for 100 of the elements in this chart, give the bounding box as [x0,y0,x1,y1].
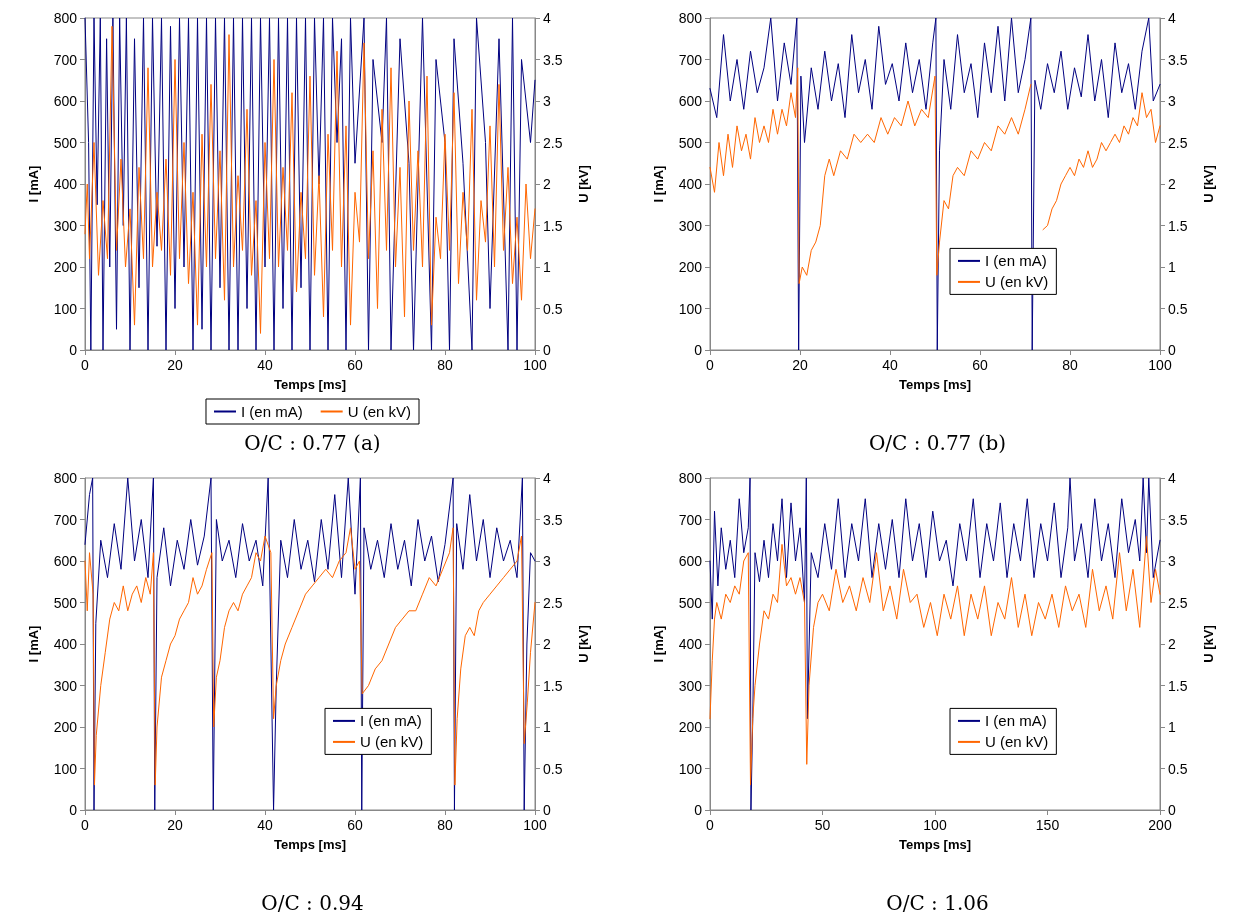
legend-label: I (en mA) [985,712,1047,730]
y-tick-label: 300 [53,217,78,234]
x-tick-label: 20 [167,817,183,833]
y-tick-label: 400 [53,636,78,652]
y2-tick-label: 0 [543,342,551,358]
y2-tick-label: 2 [1168,176,1176,192]
y2-tick-label: 3.5 [543,51,563,68]
legend-label: U (en kV) [347,403,412,420]
y-tick-label: 100 [678,300,703,317]
y-tick-label: 400 [53,176,78,192]
y2-tick-label: 3.5 [543,511,563,528]
y-tick-label: 100 [53,300,78,317]
y2-tick-label: 3 [1168,93,1176,109]
x-tick-label: 80 [1062,357,1078,373]
x-axis-title: Temps [ms] [899,837,971,852]
x-tick-label: 0 [81,357,90,373]
y-tick-label: 0 [69,802,78,818]
y2-tick-label: 3 [543,93,551,109]
text: O/C : 0.77 (b) [868,431,1007,455]
x-tick-label: 20 [792,357,808,373]
y2-tick-label: 4 [1168,10,1176,26]
y2-tick-label: 2.5 [1168,594,1188,611]
y2-tick-label: 0 [1168,342,1176,358]
x-tick-label: 100 [523,817,547,833]
x-tick-label: 100 [923,817,947,833]
y-tick-label: 400 [678,176,703,192]
text: O/C : 0.94 [261,891,364,915]
y2-axis-title: U [kV] [576,165,591,203]
y2-tick-label: 1.5 [543,217,563,234]
y-tick-label: 200 [53,259,78,275]
legend-label: U (en kV) [360,733,424,751]
y-tick-label: 300 [678,677,703,694]
y-tick-label: 500 [678,134,703,151]
line-series [84,527,536,786]
y-tick-label: 600 [53,553,78,569]
y-tick-label: 500 [53,594,78,611]
y-axis-title: I [mA] [651,625,666,663]
x-tick-label: 100 [1148,357,1172,373]
y2-tick-label: 0.5 [543,300,563,317]
x-tick-label: 0 [706,817,715,833]
y-tick-label: 200 [53,719,78,735]
x-tick-label: 100 [523,357,547,373]
y2-tick-label: 3 [1168,553,1176,569]
y2-tick-label: 2 [543,636,551,652]
y-tick-label: 0 [694,802,703,818]
y-tick-label: 300 [53,677,78,694]
y-tick-label: 500 [678,594,703,611]
line-series [709,535,1161,786]
y-tick-label: 100 [678,760,703,777]
y2-tick-label: 3.5 [1168,511,1188,528]
y-tick-label: 800 [53,470,78,486]
y-tick-label: 0 [694,342,703,358]
y-tick-label: 600 [678,553,703,569]
y-tick-label: 800 [678,470,703,486]
y2-tick-label: 3.5 [1168,51,1188,68]
y2-tick-label: 2.5 [543,594,563,611]
y2-tick-label: 0.5 [1168,760,1188,777]
x-tick-label: 0 [706,357,715,373]
x-tick-label: 0 [81,817,90,833]
y2-axis-title: U [kV] [1201,625,1216,663]
legend-label: I (en mA) [360,712,422,730]
y2-tick-label: 0.5 [1168,300,1188,317]
y2-tick-label: 1.5 [1168,677,1188,694]
y2-axis-title: U [kV] [576,625,591,663]
y-tick-label: 600 [53,93,78,109]
y2-tick-label: 1.5 [543,677,563,694]
legend-label: I (en mA) [985,252,1047,270]
y-tick-label: 300 [678,217,703,234]
y2-tick-label: 3 [543,553,551,569]
y-tick-label: 600 [678,93,703,109]
x-tick-label: 40 [882,357,898,373]
y-tick-label: 700 [53,51,78,68]
y-tick-label: 800 [678,10,703,26]
y2-tick-label: 0.5 [543,760,563,777]
y-tick-label: 500 [53,134,78,151]
y2-tick-label: 2 [543,176,551,192]
y-tick-label: 0 [69,342,78,358]
y2-tick-label: 4 [1168,470,1176,486]
y-tick-label: 700 [678,511,703,528]
y-tick-label: 400 [678,636,703,652]
y2-tick-label: 4 [543,10,551,26]
y-tick-label: 200 [678,259,703,275]
y-tick-label: 700 [53,511,78,528]
y2-tick-label: 2.5 [543,134,563,151]
y-tick-label: 100 [53,760,78,777]
y2-tick-label: 0 [543,802,551,818]
y2-tick-label: 1 [1168,719,1176,735]
y2-tick-label: 4 [543,470,551,486]
x-tick-label: 20 [167,357,183,373]
y2-tick-label: 1 [543,259,551,275]
y2-tick-label: 0 [1168,802,1176,818]
y2-tick-label: 2.5 [1168,134,1188,151]
y2-axis-title: U [kV] [1201,165,1216,203]
y-axis-title: I [mA] [26,625,41,663]
y-axis-title: I [mA] [26,165,41,203]
y2-tick-label: 1.5 [1168,217,1188,234]
legend-label: U (en kV) [985,733,1049,751]
x-tick-label: 150 [1035,817,1060,833]
x-axis-title: Temps [ms] [274,377,346,392]
x-axis-title: Temps [ms] [899,377,971,392]
